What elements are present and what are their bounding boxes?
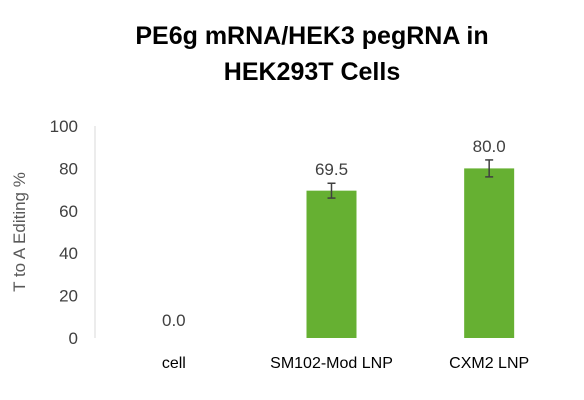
- chart-title-line-1: PE6g mRNA/HEK3 pegRNA in: [135, 22, 488, 50]
- bars: [306, 168, 515, 338]
- y-tick-label: 60: [59, 202, 78, 221]
- chart-title-line-2: HEK293T Cells: [224, 58, 400, 86]
- y-tick-label: 100: [50, 117, 78, 136]
- category-label: cell: [162, 355, 186, 372]
- category-label: SM102-Mod LNP: [270, 355, 393, 372]
- y-tick-labels: 0 20 40 60 80 100: [50, 117, 78, 348]
- error-bars: [327, 159, 494, 199]
- y-tick-label: 40: [59, 244, 78, 263]
- error-bar: [327, 182, 336, 199]
- category-label: CXM2 LNP: [449, 355, 529, 372]
- y-tick-label: 0: [69, 329, 78, 348]
- error-bar: [485, 159, 494, 178]
- bar: [306, 190, 357, 338]
- y-axis-title: T to A Editing %: [10, 172, 29, 292]
- value-label: 80.0: [473, 137, 506, 156]
- value-labels: 0.0 69.5 80.0: [162, 137, 506, 330]
- category-labels: cell SM102-Mod LNP CXM2 LNP: [162, 355, 529, 372]
- value-label: 0.0: [162, 311, 186, 330]
- y-tick-label: 20: [59, 287, 78, 306]
- value-label: 69.5: [315, 160, 348, 179]
- y-tick-label: 80: [59, 159, 78, 178]
- bar: [464, 168, 515, 338]
